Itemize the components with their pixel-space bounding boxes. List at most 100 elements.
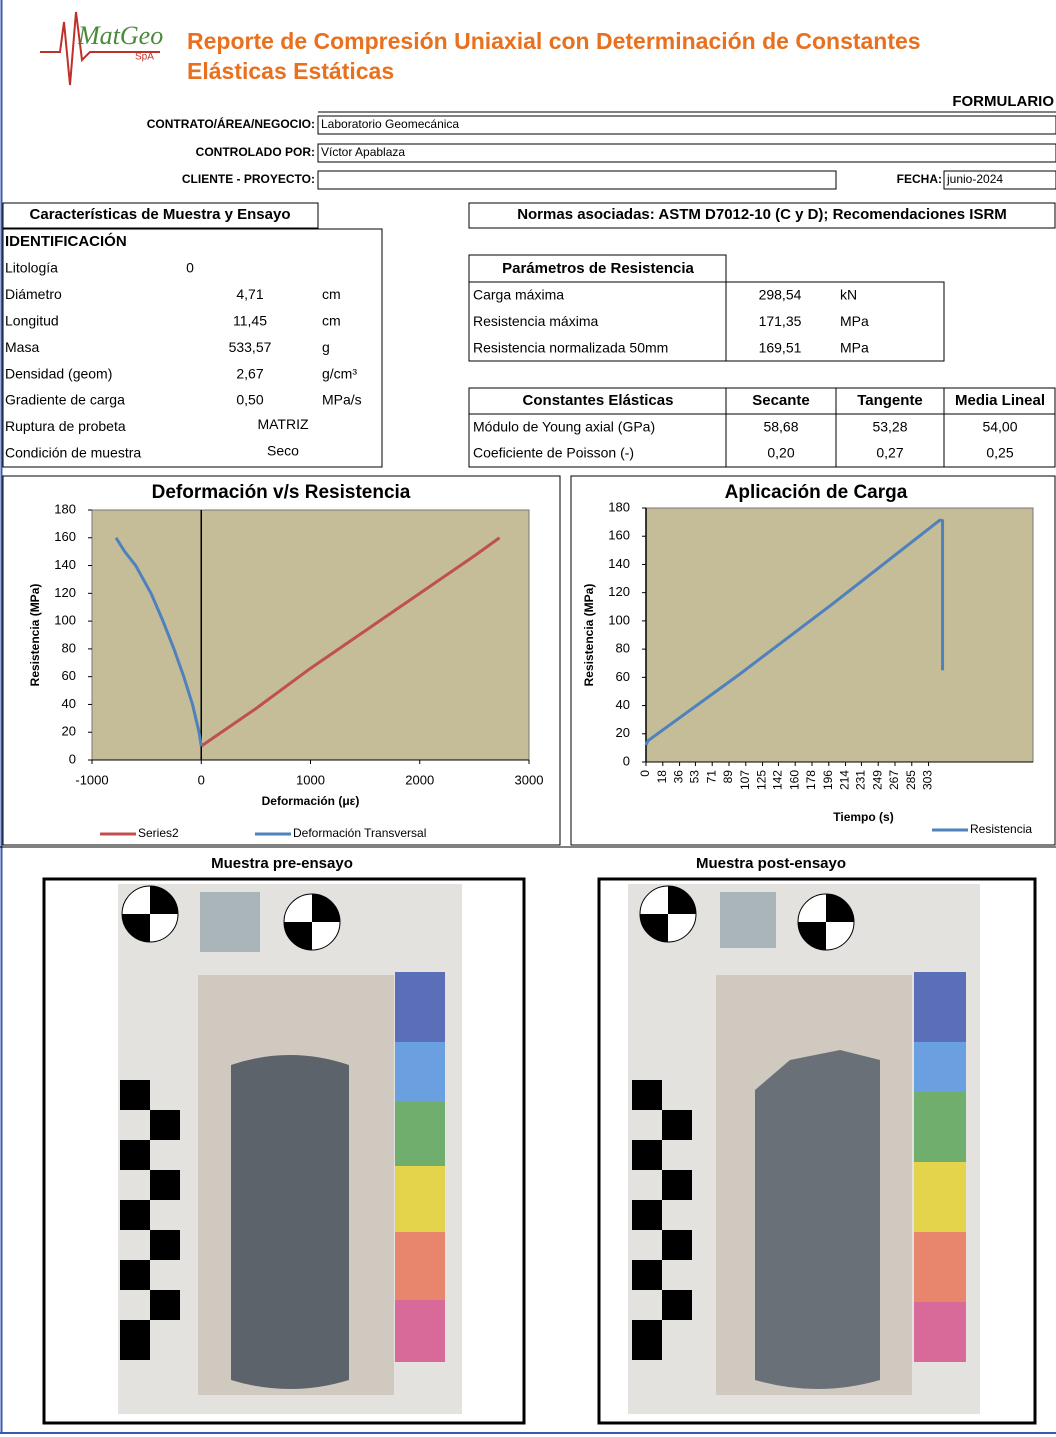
x-tick-label: 196: [821, 770, 835, 790]
row-label: Coeficiente de Poisson (-): [473, 445, 634, 461]
logo-suffix: SpA: [135, 52, 154, 63]
x-axis-label: Tiempo (s): [833, 810, 893, 824]
legend-label: Deformación Transversal: [293, 826, 426, 840]
x-tick-label: 285: [904, 770, 918, 790]
row-label: Carga máxima: [473, 287, 564, 303]
row-unit: cm: [322, 286, 341, 302]
column-header: Secante: [752, 392, 810, 409]
row-label: Longitud: [5, 313, 59, 329]
row-label: Densidad (geom): [5, 365, 112, 381]
column-header: Tangente: [857, 392, 923, 409]
logo-text: MatGeo: [77, 21, 163, 50]
x-tick-label: 2000: [405, 772, 434, 787]
field-label: CONTROLADO POR:: [196, 145, 315, 159]
field-value: Víctor Apablaza: [321, 145, 405, 159]
row-value: 0,50: [236, 392, 263, 408]
row-label: Gradiente de carga: [5, 392, 125, 408]
section-title: Parámetros de Resistencia: [502, 260, 694, 277]
y-tick-label: 120: [54, 585, 76, 600]
row-value: 2,67: [236, 365, 263, 381]
row-label: Diámetro: [5, 286, 62, 302]
row-value: 298,54: [759, 287, 802, 303]
chart-frame: [570, 475, 1056, 846]
row-value: 4,71: [236, 286, 263, 302]
row-unit: MPa/s: [322, 392, 362, 408]
row-value: 54,00: [982, 419, 1017, 435]
photo-post: [597, 877, 1037, 1425]
table-rows: Carga máxima 298,54 kN Resistencia máxima 17…: [473, 287, 1045, 461]
x-tick-label: 3000: [515, 772, 544, 787]
row-value: 0,25: [986, 445, 1013, 461]
row-value: Seco: [267, 443, 299, 459]
chart-title: Deformación v/s Resistencia: [152, 482, 411, 503]
x-tick-label: 125: [755, 770, 769, 790]
chart-frame: [2, 475, 561, 846]
y-tick-label: 80: [62, 640, 76, 655]
row-label: Resistencia máxima: [473, 313, 598, 329]
y-tick-label: 40: [62, 696, 76, 711]
row-label: Ruptura de probeta: [5, 418, 126, 434]
x-tick-label: 142: [771, 770, 785, 790]
x-tick-label: 53: [688, 770, 702, 784]
y-tick-label: 40: [616, 697, 630, 712]
x-tick-label: 214: [838, 770, 852, 790]
column-header: Media Lineal: [955, 392, 1045, 409]
x-tick-label: 107: [738, 770, 752, 790]
x-tick-label: -1000: [75, 772, 108, 787]
x-tick-label: 18: [655, 770, 669, 784]
photo-label: Muestra post-ensayo: [696, 855, 846, 872]
field-label: CLIENTE - PROYECTO:: [182, 172, 315, 186]
y-tick-label: 60: [62, 668, 76, 683]
x-tick-label: 178: [804, 770, 818, 790]
section-heading: IDENTIFICACIÓN: [5, 232, 127, 250]
legend-label: Series2: [138, 826, 179, 840]
chart-title: Aplicación de Carga: [725, 482, 908, 503]
table-box: [468, 387, 1056, 468]
row-unit: kN: [840, 287, 857, 303]
charts: Deformación v/s Resistencia Resistencia (…: [28, 482, 1034, 840]
x-tick-label: 231: [854, 770, 868, 790]
x-tick-label: 89: [721, 770, 735, 784]
row-value: 0: [186, 260, 194, 276]
table-box: [2, 228, 383, 468]
x-tick-label: 71: [704, 770, 718, 784]
field-value: Laboratorio Geomecánica: [321, 117, 459, 131]
title: Reporte de Compresión Uniaxial con Deter…: [187, 28, 921, 54]
series-line: [644, 518, 945, 746]
row-unit: cm: [322, 313, 341, 329]
series-line: [114, 536, 203, 747]
row-value: 169,51: [759, 340, 802, 356]
title: Elásticas Estáticas: [187, 58, 394, 84]
field-box: [317, 170, 837, 190]
photo-label: Muestra pre-ensayo: [211, 855, 353, 872]
row-label: Resistencia normalizada 50mm: [473, 340, 668, 356]
row-value: MATRIZ: [257, 416, 309, 432]
section-box: [468, 202, 1056, 229]
x-tick-label: 303: [921, 770, 935, 790]
photo-pre: [42, 877, 526, 1425]
y-tick-label: 20: [62, 724, 76, 739]
field-label: FECHA:: [897, 172, 942, 186]
field-box: [943, 170, 1056, 190]
y-tick-label: 100: [54, 613, 76, 628]
x-tick-label: 249: [870, 770, 884, 790]
x-tick-label: 267: [887, 770, 901, 790]
y-tick-label: 180: [54, 501, 76, 516]
section-title: Características de Muestra y Ensayo: [30, 206, 291, 223]
sample-rows: Litología 0 Diámetro 4,71 cm Longitud 11,45 cm M…: [5, 260, 362, 461]
row-unit: MPa: [840, 313, 869, 329]
x-tick-label: 0: [638, 770, 652, 777]
column-header: Constantes Elásticas: [523, 392, 674, 409]
y-tick-label: 0: [623, 753, 630, 768]
field-box: [317, 143, 1056, 163]
row-label: Masa: [5, 339, 39, 355]
row-label: Condición de muestra: [5, 445, 141, 461]
x-tick-label: 1000: [296, 772, 325, 787]
legend-label: Resistencia: [970, 822, 1032, 836]
x-tick-label: 0: [198, 772, 205, 787]
y-tick-label: 60: [616, 669, 630, 684]
row-unit: g: [322, 339, 330, 355]
field-label: CONTRATO/ÁREA/NEGOCIO:: [147, 116, 315, 131]
y-tick-label: 80: [616, 641, 630, 656]
